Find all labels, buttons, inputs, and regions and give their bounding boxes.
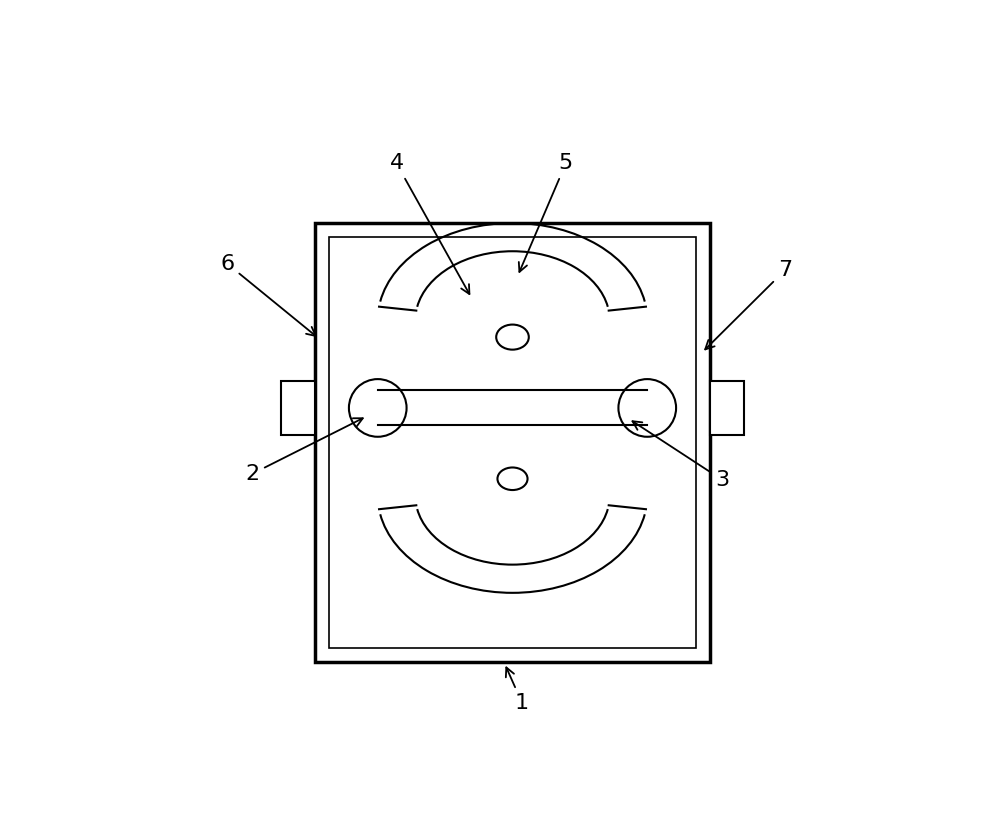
Text: 2: 2	[245, 418, 363, 484]
Text: 3: 3	[632, 421, 730, 490]
Text: 5: 5	[519, 154, 573, 272]
Text: 7: 7	[705, 260, 792, 349]
Text: 4: 4	[389, 154, 469, 294]
Text: 1: 1	[506, 667, 529, 712]
Bar	[710, 381, 744, 435]
Bar	[281, 381, 315, 435]
Bar	[315, 223, 710, 662]
Bar	[329, 237, 696, 648]
Text: 6: 6	[220, 254, 316, 336]
